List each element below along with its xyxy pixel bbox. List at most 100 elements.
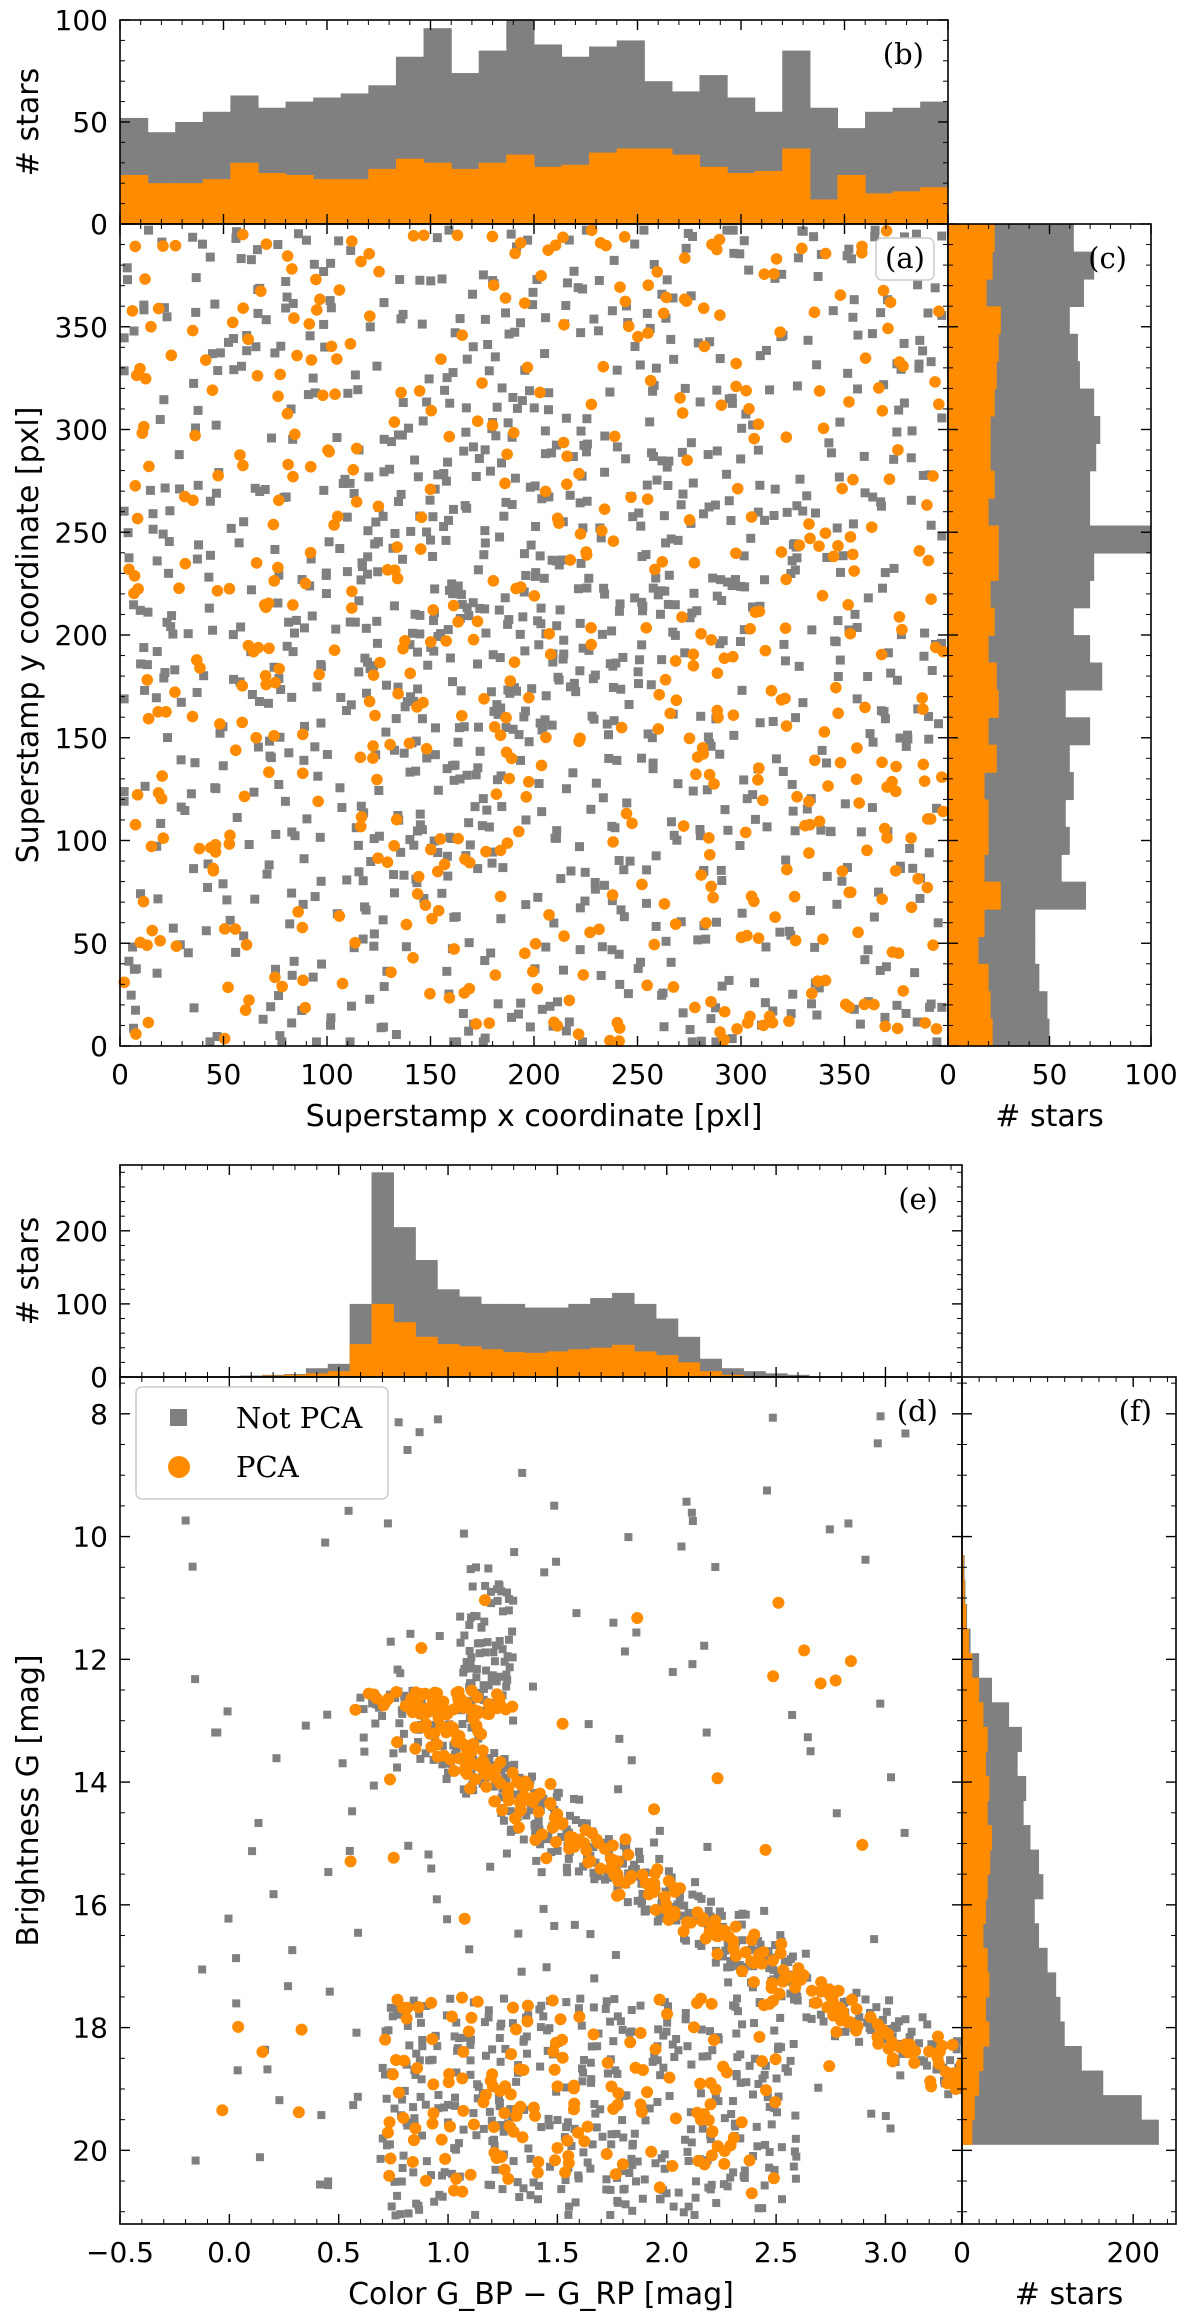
scatter-point-not-pca xyxy=(496,2022,505,2031)
scatter-point-pca xyxy=(291,349,303,362)
scatter-point-not-pca xyxy=(545,1001,555,1011)
scatter-point-not-pca xyxy=(284,617,294,627)
scatter-point-pca xyxy=(851,742,863,754)
scatter-point-pca xyxy=(391,541,403,553)
scatter-point-not-pca xyxy=(225,915,235,925)
scatter-point-not-pca xyxy=(521,900,531,910)
scatter-point-not-pca xyxy=(563,1868,572,1877)
scatter-point-pca xyxy=(574,732,586,745)
scatter-point-not-pca xyxy=(892,1000,902,1010)
hist-bar-pca xyxy=(948,361,997,390)
scatter-point-not-pca xyxy=(319,319,329,329)
scatter-point-not-pca xyxy=(908,863,918,873)
scatter-point-not-pca xyxy=(646,680,656,690)
scatter-point-not-pca xyxy=(550,1501,559,1510)
scatter-point-not-pca xyxy=(205,1037,215,1047)
scatter-point-not-pca xyxy=(607,945,617,955)
scatter-point-not-pca xyxy=(923,308,933,318)
scatter-point-pca xyxy=(142,1016,155,1029)
scatter-point-not-pca xyxy=(664,570,674,580)
scatter-point-not-pca xyxy=(848,519,858,529)
scatter-point-pca xyxy=(322,444,334,456)
scatter-point-not-pca xyxy=(473,565,483,575)
scatter-point-not-pca xyxy=(690,2210,699,2219)
scatter-point-not-pca xyxy=(319,267,329,277)
scatter-point-not-pca xyxy=(275,1031,285,1041)
scatter-point-not-pca xyxy=(729,248,739,258)
scatter-point-pca xyxy=(243,994,255,1006)
scatter-point-not-pca xyxy=(534,1815,543,1824)
scatter-point-not-pca xyxy=(684,2156,693,2165)
scatter-point-not-pca xyxy=(261,315,271,325)
scatter-point-pca xyxy=(514,237,527,249)
scatter-point-not-pca xyxy=(651,2159,660,2168)
scatter-point-not-pca xyxy=(698,2052,707,2061)
scatter-point-not-pca xyxy=(271,829,281,839)
panel-a-xtick-label: 100 xyxy=(300,1058,353,1091)
scatter-point-pca xyxy=(487,279,500,292)
scatter-point-not-pca xyxy=(788,540,798,550)
scatter-point-pca xyxy=(817,422,830,435)
hist-bar-pca xyxy=(612,1344,635,1377)
scatter-point-not-pca xyxy=(577,2064,586,2073)
scatter-point-not-pca xyxy=(480,314,490,324)
scatter-point-pca xyxy=(752,774,764,786)
scatter-point-not-pca xyxy=(771,754,781,764)
scatter-point-pca xyxy=(815,1976,828,1989)
scatter-point-not-pca xyxy=(863,672,873,682)
scatter-point-not-pca xyxy=(562,1863,571,1872)
scatter-point-pca xyxy=(768,268,780,280)
hist-bar-pca xyxy=(962,1972,990,1998)
scatter-point-not-pca xyxy=(630,2129,639,2138)
scatter-point-not-pca xyxy=(369,941,379,951)
scatter-point-pca xyxy=(806,987,818,1000)
scatter-point-not-pca xyxy=(529,2178,538,2187)
scatter-point-not-pca xyxy=(788,806,798,816)
scatter-point-not-pca xyxy=(588,2140,597,2149)
scatter-point-not-pca xyxy=(224,337,234,347)
scatter-point-not-pca xyxy=(599,583,609,593)
scatter-point-not-pca xyxy=(443,1915,452,1924)
scatter-point-not-pca xyxy=(814,983,824,993)
scatter-point-not-pca xyxy=(441,535,451,545)
scatter-point-not-pca xyxy=(768,1006,778,1016)
scatter-point-not-pca xyxy=(276,341,286,351)
scatter-point-pca xyxy=(269,971,281,984)
scatter-point-not-pca xyxy=(444,225,454,235)
scatter-point-not-pca xyxy=(680,648,690,658)
scatter-point-pca xyxy=(607,836,619,848)
scatter-point-not-pca xyxy=(592,2123,601,2132)
scatter-point-pca xyxy=(456,1991,469,2004)
scatter-point-not-pca xyxy=(640,2175,649,2184)
scatter-point-not-pca xyxy=(557,1832,566,1841)
scatter-point-not-pca xyxy=(688,1517,697,1526)
scatter-point-not-pca xyxy=(927,2040,936,2049)
scatter-point-not-pca xyxy=(674,2188,683,2197)
scatter-point-pca xyxy=(927,470,939,482)
scatter-point-pca xyxy=(462,2025,475,2038)
scatter-point-pca xyxy=(808,306,821,319)
scatter-point-not-pca xyxy=(612,755,622,765)
scatter-point-not-pca xyxy=(514,730,524,740)
scatter-point-pca xyxy=(207,862,220,875)
scatter-point-not-pca xyxy=(594,276,604,286)
scatter-point-not-pca xyxy=(638,606,648,616)
scatter-point-not-pca xyxy=(624,700,634,710)
scatter-point-not-pca xyxy=(415,820,425,830)
scatter-point-not-pca xyxy=(606,2017,615,2026)
scatter-point-pca xyxy=(304,460,317,473)
scatter-point-not-pca xyxy=(299,755,309,765)
scatter-point-not-pca xyxy=(325,1987,334,1996)
scatter-point-not-pca xyxy=(852,1988,861,1997)
scatter-point-not-pca xyxy=(485,466,495,476)
scatter-point-not-pca xyxy=(618,2025,627,2034)
scatter-point-not-pca xyxy=(159,303,169,313)
scatter-point-not-pca xyxy=(811,508,821,518)
scatter-point-pca xyxy=(653,2181,666,2194)
scatter-point-pca xyxy=(689,1001,701,1014)
hist-bar-pca xyxy=(920,187,949,224)
scatter-point-pca xyxy=(653,1993,666,2006)
scatter-point-not-pca xyxy=(633,2157,642,2166)
panel-label-f: (f) xyxy=(1119,1394,1152,1428)
scatter-point-pca xyxy=(735,2116,748,2129)
